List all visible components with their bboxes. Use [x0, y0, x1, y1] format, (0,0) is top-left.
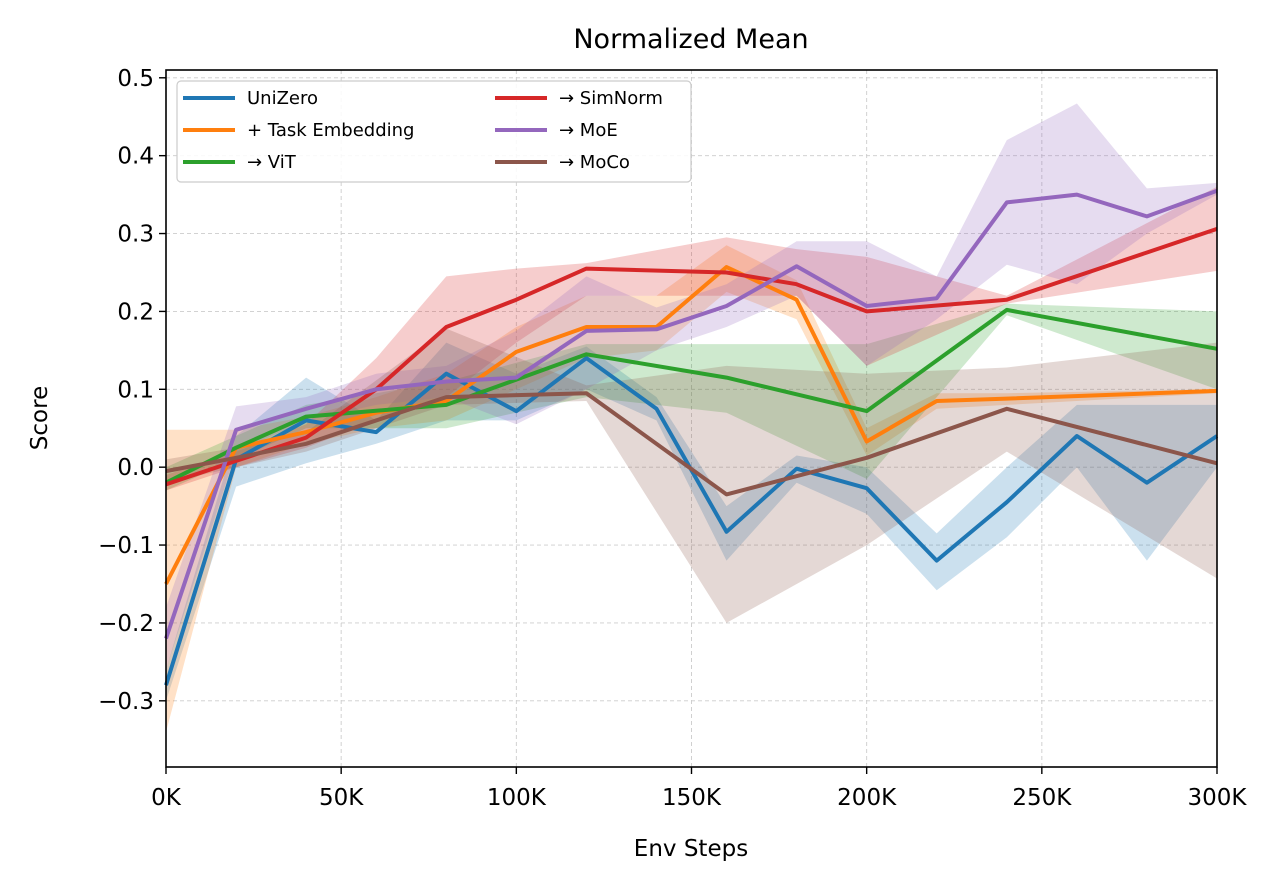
legend-entry: + Task Embedding — [183, 120, 414, 141]
series-line-moco — [165, 391, 1218, 497]
series-lines — [164, 188, 1219, 686]
legend-label: → MoCo — [559, 152, 630, 173]
x-axis-ticks: 0K 50K 100K 150K 200K 250K 300K — [151, 767, 1247, 811]
x-tick-label: 0K — [151, 785, 182, 811]
band-moe — [166, 103, 1217, 670]
legend-entry: UniZero — [183, 88, 318, 109]
series-line-vit — [165, 307, 1218, 485]
legend-label: → SimNorm — [559, 88, 663, 109]
legend-entry: → MoCo — [495, 152, 630, 173]
legend-entry: → MoE — [495, 120, 618, 141]
y-tick-label: 0.0 — [117, 455, 154, 481]
x-tick-label: 50K — [319, 785, 364, 811]
y-tick-label: 0.2 — [117, 299, 154, 325]
band-simnorm — [166, 186, 1217, 491]
x-tick-label: 300K — [1188, 785, 1248, 811]
y-axis-label: Score — [27, 386, 53, 450]
legend-label: UniZero — [247, 88, 318, 109]
y-tick-label: 0.3 — [117, 222, 154, 248]
legend-entry: → SimNorm — [495, 88, 663, 109]
legend-entry: → ViT — [183, 152, 297, 173]
legend-box — [176, 80, 692, 183]
y-tick-label: −0.2 — [98, 611, 154, 637]
y-tick-label: 0.1 — [117, 377, 154, 403]
y-tick-label: −0.1 — [98, 533, 154, 559]
legend: UniZero + Task Embedding → ViT → SimNorm → M… — [176, 80, 692, 183]
y-axis-ticks: 0.5 0.4 0.3 0.2 0.1 0.0 −0.1 −0.2 −0.3 — [98, 66, 166, 715]
legend-label: → ViT — [247, 152, 297, 173]
series-line-simnorm — [165, 227, 1218, 487]
legend-label: → MoE — [559, 120, 618, 141]
band-unizero — [166, 342, 1217, 701]
x-axis-label: Env Steps — [634, 836, 748, 862]
series-line-moe — [164, 188, 1218, 640]
y-tick-label: 0.4 — [117, 144, 154, 170]
y-tick-label: −0.3 — [98, 689, 154, 715]
y-tick-label: 0.5 — [117, 66, 154, 92]
legend-label: + Task Embedding — [247, 120, 414, 141]
x-tick-label: 200K — [837, 785, 897, 811]
x-tick-label: 250K — [1012, 785, 1072, 811]
x-tick-label: 150K — [662, 785, 722, 811]
chart-title: Normalized Mean — [573, 24, 808, 55]
x-tick-label: 100K — [487, 785, 547, 811]
